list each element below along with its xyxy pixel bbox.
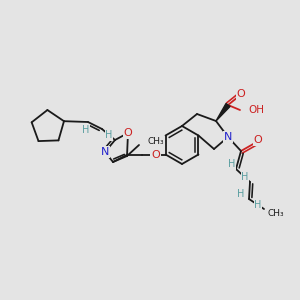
Text: H: H — [82, 125, 90, 135]
Text: OH: OH — [248, 105, 264, 115]
Text: H: H — [254, 200, 262, 210]
Text: CH₃: CH₃ — [268, 209, 285, 218]
Text: H: H — [228, 159, 236, 169]
Text: O: O — [237, 89, 245, 99]
Text: N: N — [101, 147, 109, 157]
Text: O: O — [124, 128, 132, 138]
Text: H: H — [105, 130, 113, 140]
Text: N: N — [224, 132, 232, 142]
Text: H: H — [241, 172, 249, 182]
Text: CH₃: CH₃ — [148, 137, 165, 146]
Text: O: O — [254, 135, 262, 145]
Text: H: H — [237, 189, 245, 199]
Polygon shape — [216, 103, 230, 121]
Text: O: O — [151, 149, 160, 160]
